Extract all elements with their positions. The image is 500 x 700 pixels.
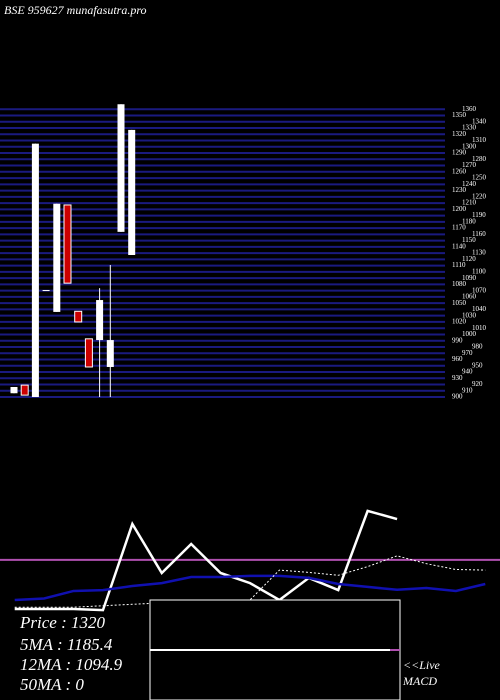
candle-body	[106, 340, 114, 367]
y-tick-label: 930	[452, 374, 463, 382]
y-tick-label: 1330	[462, 124, 477, 132]
y-tick-label: 1300	[462, 142, 477, 150]
y-tick-label: 1000	[462, 330, 477, 338]
y-tick-label: 1030	[462, 311, 477, 319]
candle-body	[96, 300, 104, 341]
live-label: <<Live	[403, 658, 441, 672]
indicator-line	[14, 509, 398, 612]
y-tick-label: 1190	[472, 211, 486, 219]
y-tick-label: 1150	[462, 236, 476, 244]
y-tick-label: 1210	[462, 199, 477, 207]
y-tick-label: 950	[472, 361, 483, 369]
y-tick-label: 1060	[462, 293, 477, 301]
y-tick-label: 1140	[452, 242, 466, 250]
info-50ma: 50MA : 0	[20, 675, 84, 694]
y-tick-label: 1220	[472, 192, 487, 200]
y-tick-label: 1070	[472, 286, 487, 294]
y-tick-label: 1130	[472, 249, 486, 257]
info-5ma: 5MA : 1185.4	[20, 635, 113, 654]
y-tick-label: 1360	[462, 105, 477, 113]
info-price: Price : 1320	[19, 613, 105, 632]
y-tick-label: 1270	[462, 161, 477, 169]
y-tick-label: 970	[462, 349, 473, 357]
y-tick-label: 1050	[452, 299, 467, 307]
y-tick-label: 1310	[472, 136, 487, 144]
y-tick-label: 1010	[472, 324, 487, 332]
macd-label: MACD	[402, 674, 437, 688]
y-tick-label: 1250	[472, 174, 487, 182]
candle-body	[74, 310, 83, 323]
y-tick-label: 1120	[462, 255, 476, 263]
chart-title: BSE 959627 munafasutra.pro	[4, 3, 147, 17]
candle-body	[20, 384, 29, 396]
candle-body	[117, 104, 125, 232]
candle-body	[42, 290, 50, 292]
y-tick-label: 1230	[452, 186, 467, 194]
candle-body	[63, 204, 72, 284]
y-tick-label: 1090	[462, 274, 477, 282]
candle-body	[53, 203, 61, 312]
y-tick-label: 1180	[462, 217, 476, 225]
y-tick-label: 910	[462, 386, 473, 394]
y-tick-label: 1340	[472, 117, 487, 125]
candle-body	[128, 129, 136, 256]
y-tick-label: 1200	[452, 205, 467, 213]
y-tick-label: 990	[452, 336, 463, 344]
candle-body	[31, 143, 39, 397]
y-tick-label: 1320	[452, 130, 467, 138]
y-tick-label: 1170	[452, 224, 466, 232]
y-tick-label: 1020	[452, 318, 467, 326]
info-12ma: 12MA : 1094.9	[20, 655, 123, 674]
y-tick-label: 920	[472, 380, 483, 388]
y-tick-label: 1080	[452, 280, 467, 288]
indicator-line	[14, 574, 486, 602]
y-tick-label: 1240	[462, 180, 477, 188]
y-tick-label: 1160	[472, 230, 486, 238]
y-tick-label: 960	[452, 355, 463, 363]
y-tick-label: 1100	[472, 268, 486, 276]
y-tick-label: 1280	[472, 155, 487, 163]
y-tick-label: 1040	[472, 305, 487, 313]
y-tick-label: 1260	[452, 167, 467, 175]
y-tick-label: 980	[472, 343, 483, 351]
candle-body	[84, 338, 93, 368]
y-tick-label: 1110	[452, 261, 466, 269]
y-tick-label: 1290	[452, 149, 467, 157]
candle-body	[10, 386, 18, 394]
y-tick-label: 940	[462, 368, 473, 376]
indicator-line	[14, 555, 486, 608]
y-tick-label: 900	[452, 393, 463, 401]
y-tick-label: 1350	[452, 111, 467, 119]
